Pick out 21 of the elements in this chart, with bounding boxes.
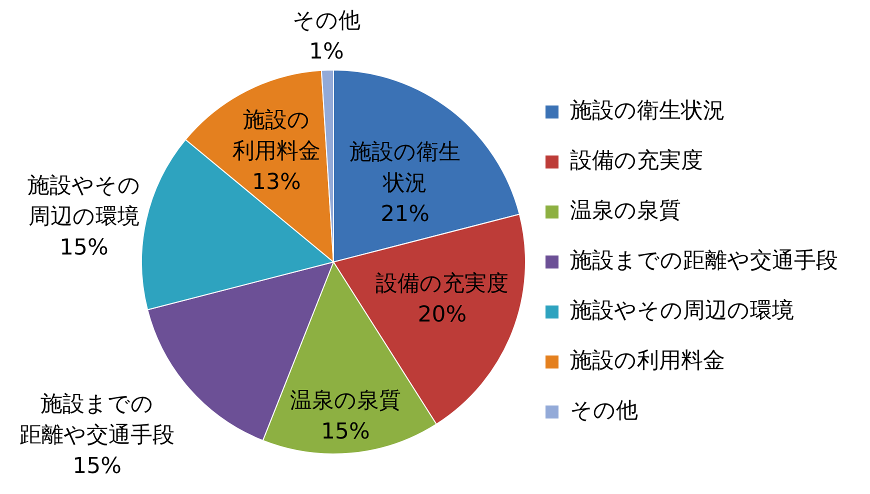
slice-label: 施設の衛生状況 xyxy=(350,140,461,196)
slice-label: 設備の充実度 xyxy=(376,271,509,296)
slice-label: 施設の利用料金 xyxy=(232,108,321,164)
data-label: 20% xyxy=(418,302,467,328)
legend-label: 温泉の泉質 xyxy=(570,198,681,224)
data-label: 15% xyxy=(72,454,122,480)
slice-label: 施設やその周辺の環境 xyxy=(27,174,140,230)
data-label: 13% xyxy=(252,170,301,195)
slice-label: 施設までの距離や交通手段 xyxy=(20,392,175,448)
data-label: 21% xyxy=(380,202,430,228)
slice-label: 温泉の泉質 xyxy=(290,388,401,414)
data-label: 1% xyxy=(308,40,344,65)
legend-label: 設備の充実度 xyxy=(570,148,703,174)
data-label: 15% xyxy=(59,236,108,261)
legend-label: その他 xyxy=(570,398,638,424)
data-label: 15% xyxy=(320,419,370,444)
legend-label: 施設の利用料金 xyxy=(570,348,725,374)
legend-label: 施設までの距離や交通手段 xyxy=(570,248,838,274)
legend-label: 施設の衛生状況 xyxy=(570,98,725,124)
legend-label: 施設やその周辺の環境 xyxy=(570,298,794,324)
slice-label: その他 xyxy=(292,8,360,34)
